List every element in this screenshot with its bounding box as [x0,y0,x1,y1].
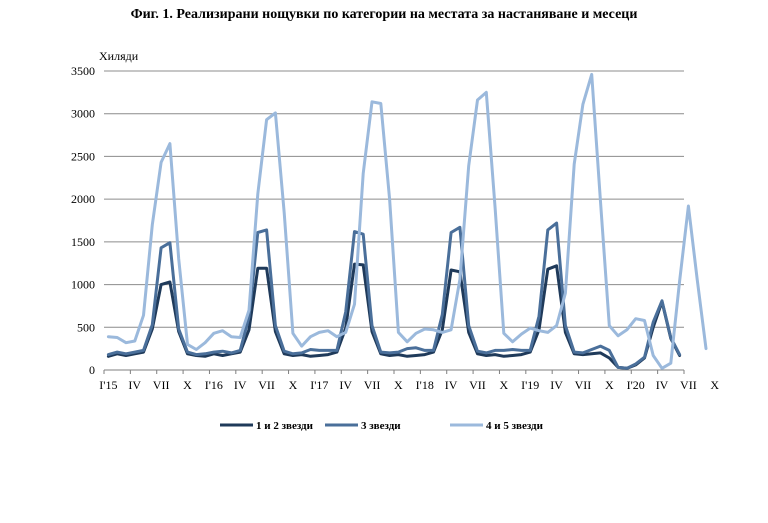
x-tick-label: VII [469,378,486,392]
series-lines [106,72,708,370]
legend-label: 4 и 5 звезди [486,420,544,432]
x-tick-label: X [289,378,298,392]
legend-item: 1 и 2 звезди [220,420,314,432]
x-tick-label: IV [550,378,563,392]
y-tick-label: 3500 [71,64,95,78]
y-tick-label: 2500 [71,149,95,163]
series-line-3 [106,72,708,370]
x-tick-label: X [710,378,719,392]
y-tick-label: 2000 [71,192,95,206]
x-tick-label: VII [364,378,381,392]
x-tick-label: VII [680,378,697,392]
x-tick-label: I'19 [521,378,539,392]
y-tick-label: 0 [89,363,95,377]
x-tick-label: IV [445,378,458,392]
legend-label: 3 звезди [361,420,401,432]
y-tick-label: 1500 [71,235,95,249]
chart-title: Фиг. 1. Реализирани нощувки по категории… [130,7,638,22]
legend-item: 3 звезди [325,420,401,432]
series-line-1 [106,262,682,370]
x-tick-label: VII [258,378,275,392]
legend-label: 1 и 2 звезди [256,420,314,432]
x-tick-label: IV [128,378,141,392]
x-tick-label: VII [575,378,592,392]
x-tick-label: X [605,378,614,392]
x-tick-label: I'18 [416,378,434,392]
y-tick-label: 500 [77,320,95,334]
x-tick-label: IV [234,378,247,392]
y-tick-label: 3000 [71,107,95,121]
legend: 1 и 2 звезди 3 звезди 4 и 5 звезди [220,420,544,432]
x-tick-label: IV [339,378,352,392]
x-tick-label: I'17 [310,378,328,392]
grid-lines [104,70,684,328]
x-tick-label: X [394,378,403,392]
x-tick-label: X [183,378,192,392]
y-axis-unit-label: Хиляди [99,49,139,63]
x-tick-label: VII [153,378,170,392]
legend-item: 4 и 5 звезди [450,420,544,432]
x-tick-labels: I'15 IV VII X I'16 IV VII X I'17 IV VII X I'18 IV VII X… [99,378,719,392]
series-line-2 [106,221,682,370]
x-tick-label: I'16 [205,378,223,392]
x-tick-label: I'15 [99,378,117,392]
y-tick-labels: 0 500 1000 1500 2000 2500 3000 3500 [71,64,95,377]
x-tick-label: I'20 [627,378,645,392]
x-axis [103,369,685,374]
y-tick-label: 1000 [71,278,95,292]
x-tick-label: X [500,378,509,392]
x-tick-label: IV [656,378,669,392]
